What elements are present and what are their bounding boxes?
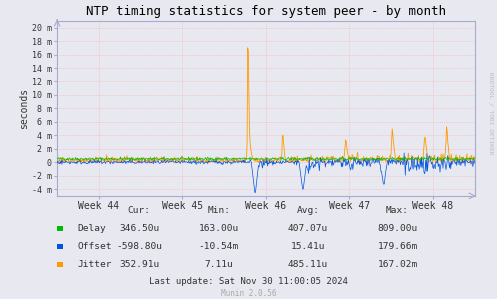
Text: 346.50u: 346.50u	[119, 224, 159, 233]
Text: Delay: Delay	[77, 224, 106, 233]
Text: RRDTOOL / TOBI OETIKER: RRDTOOL / TOBI OETIKER	[489, 72, 494, 155]
Text: Munin 2.0.56: Munin 2.0.56	[221, 289, 276, 298]
Title: NTP timing statistics for system peer - by month: NTP timing statistics for system peer - …	[86, 5, 446, 18]
Text: 15.41u: 15.41u	[291, 242, 326, 251]
Text: 352.91u: 352.91u	[119, 260, 159, 269]
Text: 809.00u: 809.00u	[378, 224, 417, 233]
Text: Jitter: Jitter	[77, 260, 111, 269]
Text: Avg:: Avg:	[297, 206, 320, 215]
Text: -10.54m: -10.54m	[199, 242, 239, 251]
Text: Max:: Max:	[386, 206, 409, 215]
Text: 7.11u: 7.11u	[204, 260, 233, 269]
Text: 163.00u: 163.00u	[199, 224, 239, 233]
Text: Cur:: Cur:	[128, 206, 151, 215]
Text: Min:: Min:	[207, 206, 230, 215]
Y-axis label: seconds: seconds	[19, 88, 29, 129]
Text: 179.66m: 179.66m	[378, 242, 417, 251]
Text: Last update: Sat Nov 30 11:00:05 2024: Last update: Sat Nov 30 11:00:05 2024	[149, 277, 348, 286]
Text: 485.11u: 485.11u	[288, 260, 328, 269]
Text: -598.80u: -598.80u	[116, 242, 162, 251]
Text: 407.07u: 407.07u	[288, 224, 328, 233]
Text: Offset: Offset	[77, 242, 111, 251]
Text: 167.02m: 167.02m	[378, 260, 417, 269]
